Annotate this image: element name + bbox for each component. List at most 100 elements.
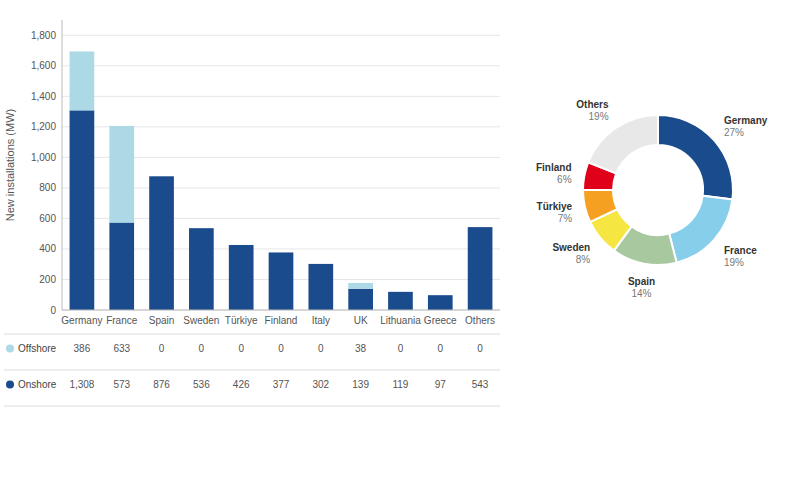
bar xyxy=(468,227,493,228)
data-label: 0 xyxy=(437,343,443,354)
bar xyxy=(269,252,294,253)
data-label: 377 xyxy=(273,379,290,390)
value-table: Offshore3866330000038000Onshore1,3085738… xyxy=(4,334,500,406)
data-label: 38 xyxy=(355,343,367,354)
slice-value: 7% xyxy=(558,213,573,224)
x-axis: Germany France Spain Sweden Türkiye Finland It… xyxy=(61,310,500,326)
y-tick-label: 800 xyxy=(39,182,56,193)
x-axis-line xyxy=(62,310,500,311)
data-label: 543 xyxy=(472,379,489,390)
slice-value: 8% xyxy=(576,254,591,265)
data-label: 0 xyxy=(477,343,483,354)
x-tick-label: Italy xyxy=(312,315,330,326)
bar xyxy=(308,263,333,264)
x-tick-label: Finland xyxy=(265,315,298,326)
slice-label: Others xyxy=(576,99,609,110)
data-label: 0 xyxy=(238,343,244,354)
donut-slice xyxy=(583,190,617,222)
y-axis: 02004006008001,0001,2001,4001,6001,800 xyxy=(31,20,500,316)
row-label: Offshore xyxy=(18,343,57,354)
slice-label: Germany xyxy=(724,115,768,126)
bar xyxy=(189,228,214,310)
y-tick-label: 1,600 xyxy=(31,60,56,71)
y-axis-line xyxy=(62,20,63,310)
bars xyxy=(70,51,493,310)
slice-value: 14% xyxy=(632,288,652,299)
data-label: 0 xyxy=(318,343,324,354)
x-tick-label: UK xyxy=(354,315,368,326)
row-label: Onshore xyxy=(18,379,57,390)
table-rule xyxy=(4,334,500,335)
data-label: 302 xyxy=(312,379,329,390)
data-label: 0 xyxy=(278,343,284,354)
bar xyxy=(149,176,174,310)
table-rule xyxy=(4,370,500,371)
chart-root: 02004006008001,0001,2001,4001,6001,800Ne… xyxy=(0,0,798,484)
data-label: 119 xyxy=(392,379,408,390)
slice-label: Türkiye xyxy=(537,201,573,212)
y-tick-label: 400 xyxy=(39,243,56,254)
y-tick-label: 600 xyxy=(39,213,56,224)
x-tick-label: Lithuania xyxy=(380,315,421,326)
bar xyxy=(388,291,413,292)
x-tick-label: Others xyxy=(465,315,495,326)
x-tick-label: France xyxy=(106,315,138,326)
bar xyxy=(149,176,174,177)
y-tick-label: 1,200 xyxy=(31,121,56,132)
bar xyxy=(348,283,373,289)
donut-slice xyxy=(588,115,658,173)
y-tick-label: 0 xyxy=(50,305,56,316)
slice-label: Spain xyxy=(628,276,655,287)
x-tick-label: Türkiye xyxy=(225,315,258,326)
slice-label: Finland xyxy=(536,162,572,173)
grid-line xyxy=(62,96,500,97)
y-tick-label: 1,000 xyxy=(31,152,56,163)
bar xyxy=(70,110,95,310)
row-swatch xyxy=(6,381,14,389)
slice-value: 19% xyxy=(589,111,609,122)
bar xyxy=(348,289,373,310)
data-label: 426 xyxy=(233,379,250,390)
data-label: 0 xyxy=(159,343,165,354)
bar xyxy=(428,295,453,296)
bar xyxy=(109,223,134,310)
x-tick-label: Spain xyxy=(149,315,175,326)
y-tick-label: 1,400 xyxy=(31,91,56,102)
bar xyxy=(70,51,95,110)
bar xyxy=(229,244,254,245)
bar xyxy=(468,227,493,310)
data-label: 1,308 xyxy=(69,379,94,390)
data-label: 536 xyxy=(193,379,210,390)
data-label: 139 xyxy=(352,379,369,390)
bar-chart: 02004006008001,0001,2001,4001,6001,800Ne… xyxy=(4,20,500,406)
bar xyxy=(229,245,254,310)
slice-value: 6% xyxy=(557,174,572,185)
data-label: 97 xyxy=(435,379,447,390)
bar xyxy=(388,292,413,310)
slice-value: 27% xyxy=(724,127,744,138)
data-label: 573 xyxy=(113,379,130,390)
data-label: 876 xyxy=(153,379,170,390)
slice-label: Sweden xyxy=(552,242,590,253)
x-tick-label: Germany xyxy=(61,315,102,326)
y-tick-label: 1,800 xyxy=(31,30,56,41)
data-label: 386 xyxy=(74,343,91,354)
donut-slice xyxy=(658,115,733,199)
slice-label: France xyxy=(724,245,757,256)
bar xyxy=(109,126,134,223)
table-rule xyxy=(4,406,500,407)
data-label: 0 xyxy=(199,343,205,354)
donut-slice xyxy=(669,196,732,263)
row-swatch xyxy=(6,345,14,353)
data-label: 633 xyxy=(113,343,130,354)
bar xyxy=(269,252,294,310)
x-tick-label: Sweden xyxy=(183,315,219,326)
grid-line xyxy=(62,310,500,311)
grid-line xyxy=(62,35,500,36)
bar xyxy=(428,295,453,310)
donut-chart: Germany27%France19%Spain14%Sweden8%Türki… xyxy=(536,99,768,299)
x-tick-label: Greece xyxy=(424,315,457,326)
slice-value: 19% xyxy=(724,257,744,268)
grid-line xyxy=(62,65,500,66)
bar xyxy=(189,228,214,229)
